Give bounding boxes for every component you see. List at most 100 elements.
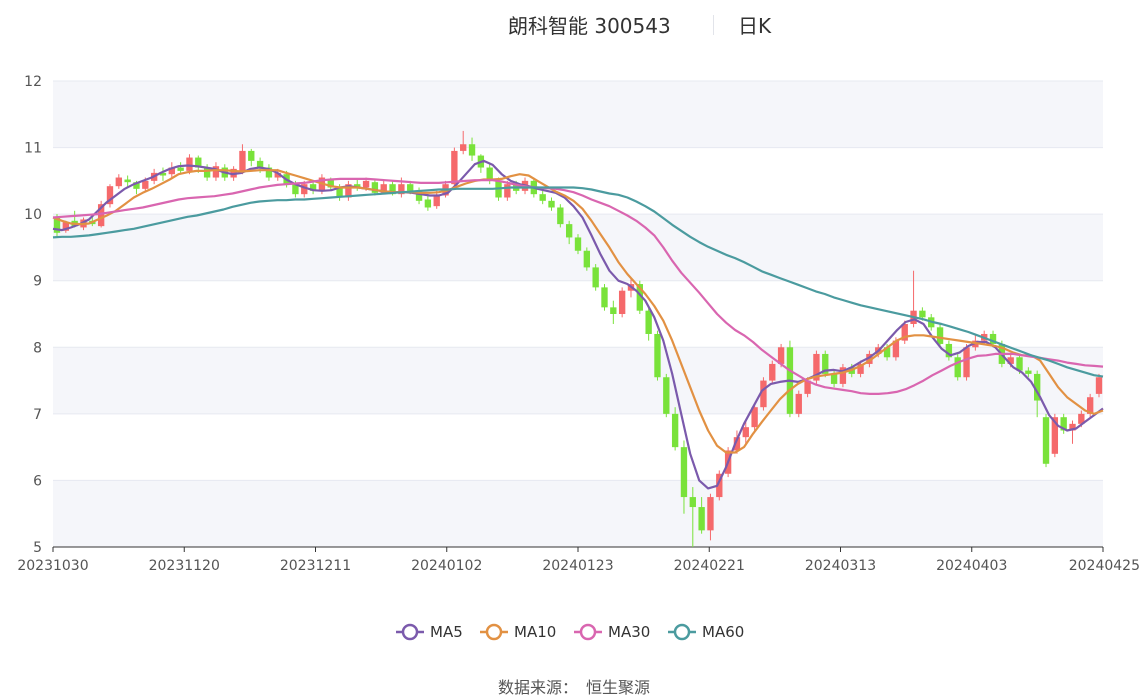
candle-down [671, 413, 679, 448]
candle-down [583, 250, 591, 268]
candle-up [1051, 417, 1059, 454]
x-tick-label: 20240102 [411, 558, 482, 574]
candle-up [212, 166, 220, 178]
ma-line-ma30 [52, 177, 1104, 395]
candle-down [256, 160, 264, 168]
candle-down [336, 187, 343, 198]
candle-up [963, 347, 970, 378]
candle-up [97, 204, 105, 227]
candle-up [1069, 423, 1076, 431]
candle-down [133, 182, 140, 189]
candle-up [380, 184, 387, 193]
legend-label: MA5 [430, 623, 463, 641]
candle-up [760, 380, 767, 408]
y-tick-label: 10 [24, 207, 42, 223]
candle-down [557, 207, 564, 225]
ma-line-ma5 [52, 159, 1104, 490]
candle-down [539, 194, 546, 201]
candle-down [292, 184, 299, 195]
candle-down [822, 353, 829, 374]
candle-up [892, 340, 900, 358]
candle-down [177, 167, 184, 171]
candle-up [618, 290, 626, 314]
candle-down [53, 217, 61, 233]
candle-down [195, 157, 202, 168]
candle-up [751, 407, 758, 428]
candle-up [398, 184, 405, 195]
x-tick-label: 20240403 [936, 558, 1007, 574]
candle-down [654, 333, 661, 378]
y-tick-label: 7 [33, 407, 42, 423]
stock-title: 朗科智能 300543 [508, 14, 671, 38]
legend-marker [401, 623, 419, 641]
candle-down [248, 150, 255, 161]
candle-up [239, 150, 246, 171]
candle-down [354, 184, 361, 188]
candle-down [203, 167, 211, 178]
candle-down [663, 377, 670, 414]
y-tick-label: 9 [33, 274, 42, 290]
source-name: 恒生聚源 [586, 678, 651, 697]
legend-label: MA30 [608, 623, 650, 641]
candle-down [919, 310, 926, 318]
legend-label: MA60 [702, 623, 744, 641]
candle-up [901, 323, 908, 341]
candlestick-chart: 5 6 7 8 9 10 11 12 20231030 20231120 20231211 20240… [17, 74, 1140, 641]
candle-down [407, 184, 414, 191]
candle-up [115, 177, 122, 187]
candle-down [124, 179, 131, 183]
x-tick-label: 20240313 [805, 558, 876, 574]
candle-up [433, 195, 440, 207]
candle-down [689, 497, 696, 508]
candle-down [1060, 417, 1067, 431]
candle-down [1025, 370, 1032, 374]
title-separator [713, 15, 714, 35]
candle-down [592, 267, 599, 288]
legend-marker [485, 623, 503, 641]
candle-down [389, 184, 396, 195]
legend-marker [673, 623, 691, 641]
candle-down [645, 310, 652, 334]
candle-down [830, 373, 838, 384]
grid-band [53, 81, 1103, 148]
candle-down [159, 172, 167, 176]
legend-label: MA10 [514, 623, 556, 641]
candle-up [62, 222, 70, 231]
candle-down [424, 199, 432, 208]
candle-up [857, 363, 864, 374]
candle-down [610, 307, 617, 314]
candle-down [371, 182, 379, 193]
candle-down [565, 224, 573, 238]
candle-up [716, 473, 723, 498]
candle-down [936, 327, 944, 344]
candle-up [1086, 397, 1094, 414]
y-tick-label: 6 [33, 473, 42, 489]
x-tick-label: 20231120 [149, 558, 220, 574]
x-tick-label: 20240123 [542, 558, 613, 574]
candle-down [1016, 357, 1023, 371]
candle-down [548, 200, 555, 208]
period-label: 日K [738, 14, 772, 38]
candle-down [989, 333, 997, 344]
data-source: 数据来源： 恒生聚源 [0, 674, 1148, 698]
candle-up [804, 380, 811, 394]
ma-line-ma60 [52, 186, 1104, 378]
candle-down [574, 237, 582, 251]
grid-band [53, 480, 1103, 547]
candle-up [742, 427, 749, 438]
candle-down [468, 144, 476, 156]
candle-up [142, 180, 149, 189]
candle-up [504, 184, 511, 198]
candle-up [813, 353, 820, 381]
candle-up [866, 353, 873, 364]
candle-up [707, 497, 714, 531]
candle-down [1042, 417, 1050, 464]
candle-down [327, 179, 334, 188]
candle-up [301, 184, 308, 195]
candle-up [1095, 377, 1103, 394]
candle-down [309, 184, 317, 191]
x-tick-label: 20231030 [17, 558, 88, 574]
candle-up [451, 150, 458, 185]
candle-up [795, 393, 802, 414]
